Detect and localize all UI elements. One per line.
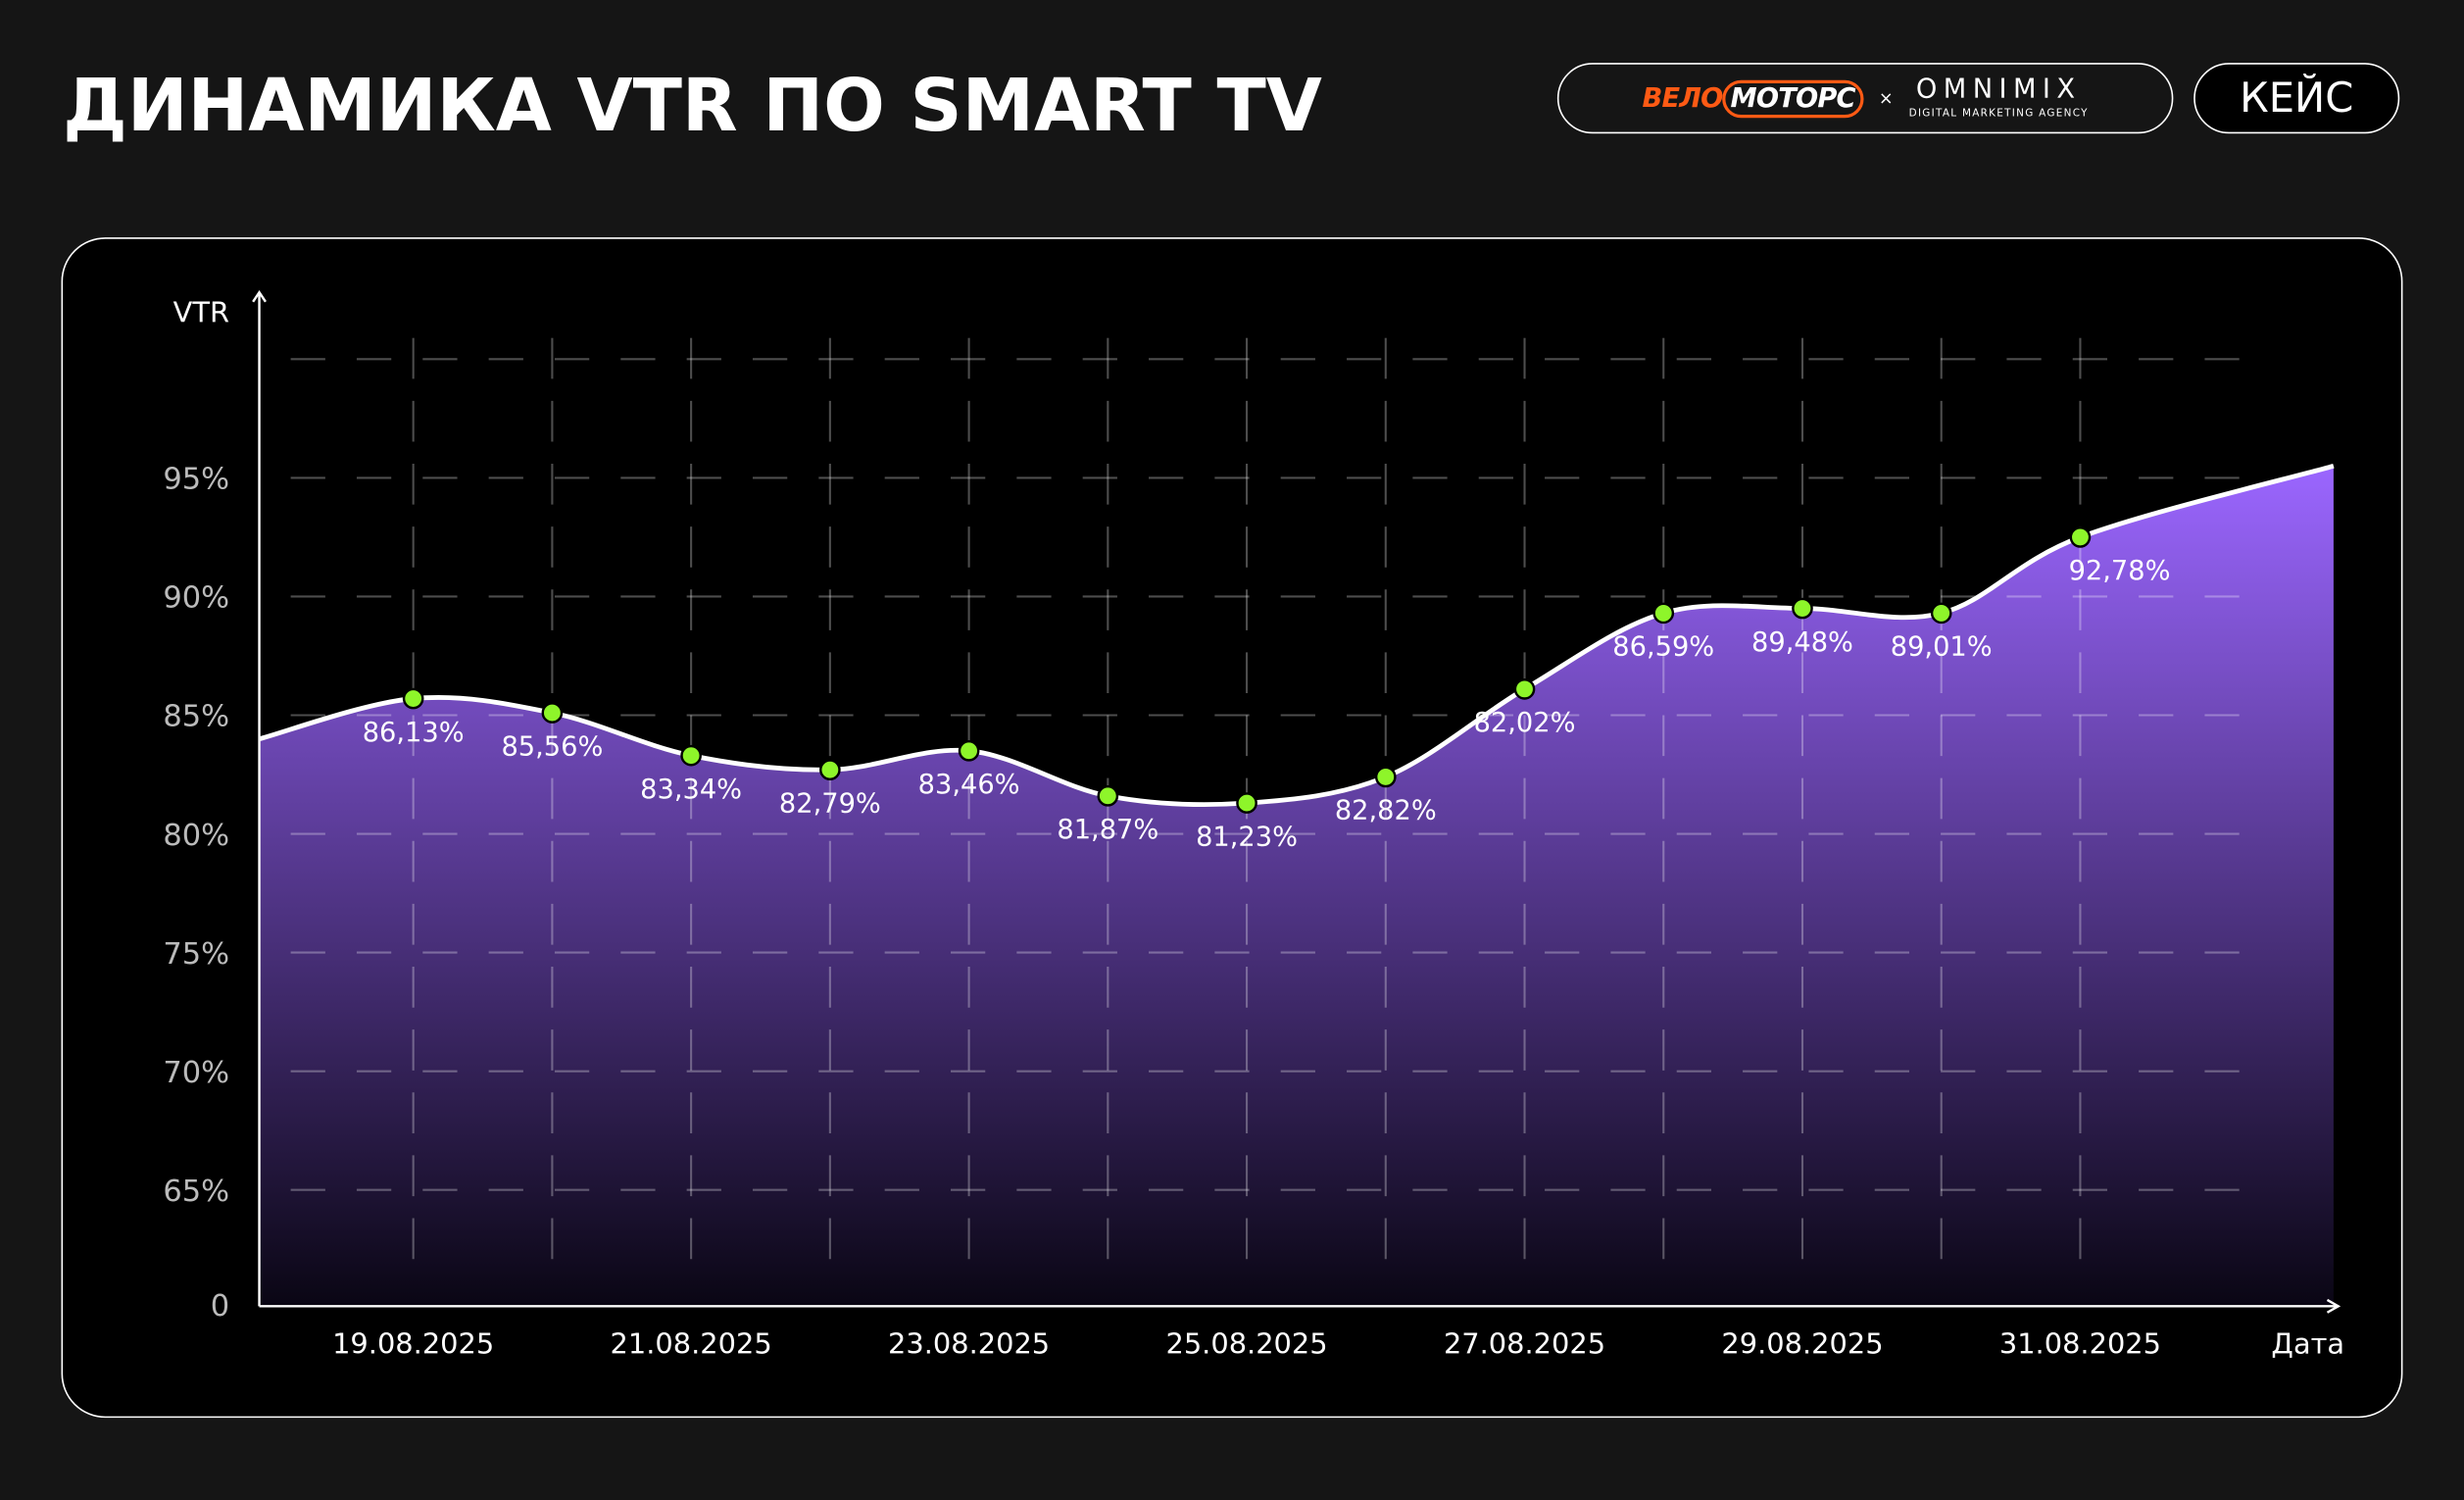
data-point: [1374, 766, 1397, 788]
data-point: [1097, 784, 1119, 807]
data-label: 81,87%: [1057, 815, 1158, 845]
data-point: [1792, 597, 1813, 620]
x-tick-label: 27.08.2025: [1444, 1326, 1605, 1360]
data-point: [819, 759, 841, 781]
data-label: 89,48%: [1751, 627, 1853, 658]
data-label: 82,02%: [1474, 708, 1576, 738]
y-tick-label: 80%: [163, 819, 229, 853]
data-label: 82,79%: [779, 788, 881, 819]
data-label: 86,13%: [363, 718, 465, 748]
x-tick-label: 23.08.2025: [888, 1326, 1050, 1360]
data-label: 82,82%: [1335, 796, 1437, 826]
x-tick-label: 31.08.2025: [1999, 1326, 2161, 1360]
x-tick-label: 29.08.2025: [1721, 1326, 1883, 1360]
data-point: [1930, 602, 1952, 625]
logo-separator: ×: [1878, 87, 1894, 109]
data-point: [1652, 602, 1675, 625]
data-label: 85,56%: [501, 731, 603, 762]
data-label: 92,78%: [2069, 556, 2171, 586]
data-point: [402, 687, 424, 710]
y-tick-label: 85%: [163, 700, 229, 734]
y-tick-label: 70%: [163, 1056, 229, 1090]
y-tick-label: 75%: [163, 937, 229, 972]
y-axis-label: VTR: [173, 296, 229, 329]
data-label: 89,01%: [1891, 632, 1993, 663]
y-axis-arrow-icon: [252, 290, 267, 303]
data-label: 81,23%: [1196, 822, 1298, 852]
data-point: [541, 702, 564, 724]
data-label: 83,34%: [640, 775, 742, 805]
velomotors-logo: ВЕЛО МОТОРС: [1642, 78, 1863, 118]
x-axis-label: Дата: [2271, 1326, 2344, 1360]
y-tick-label: 0: [211, 1289, 229, 1324]
case-badge: КЕЙС: [2193, 63, 2400, 134]
omnimix-logo: OMNIMIX DIGITAL MARKETING AGENCY: [1908, 74, 2089, 121]
partner-logos: ВЕЛО МОТОРС × OMNIMIX DIGITAL MARKETING AG…: [1556, 63, 2174, 134]
y-tick-label: 65%: [163, 1175, 229, 1209]
x-axis-arrow-icon: [2326, 1298, 2341, 1314]
x-tick-label: 19.08.2025: [332, 1326, 494, 1360]
page-title: ДИНАМИКА VTR ПО SMART TV: [63, 63, 1322, 148]
y-tick-label: 95%: [163, 463, 229, 497]
data-label: 83,46%: [918, 770, 1020, 800]
data-point: [2069, 526, 2092, 548]
data-point: [958, 739, 980, 762]
y-tick-label: 90%: [163, 581, 229, 616]
data-point: [680, 744, 702, 767]
x-tick-label: 25.08.2025: [1165, 1326, 1327, 1360]
x-tick-label: 21.08.2025: [611, 1326, 772, 1360]
data-point: [1236, 792, 1257, 814]
area-fill: [259, 466, 2334, 1305]
data-point: [1513, 678, 1536, 700]
data-label: 86,59%: [1612, 632, 1714, 663]
